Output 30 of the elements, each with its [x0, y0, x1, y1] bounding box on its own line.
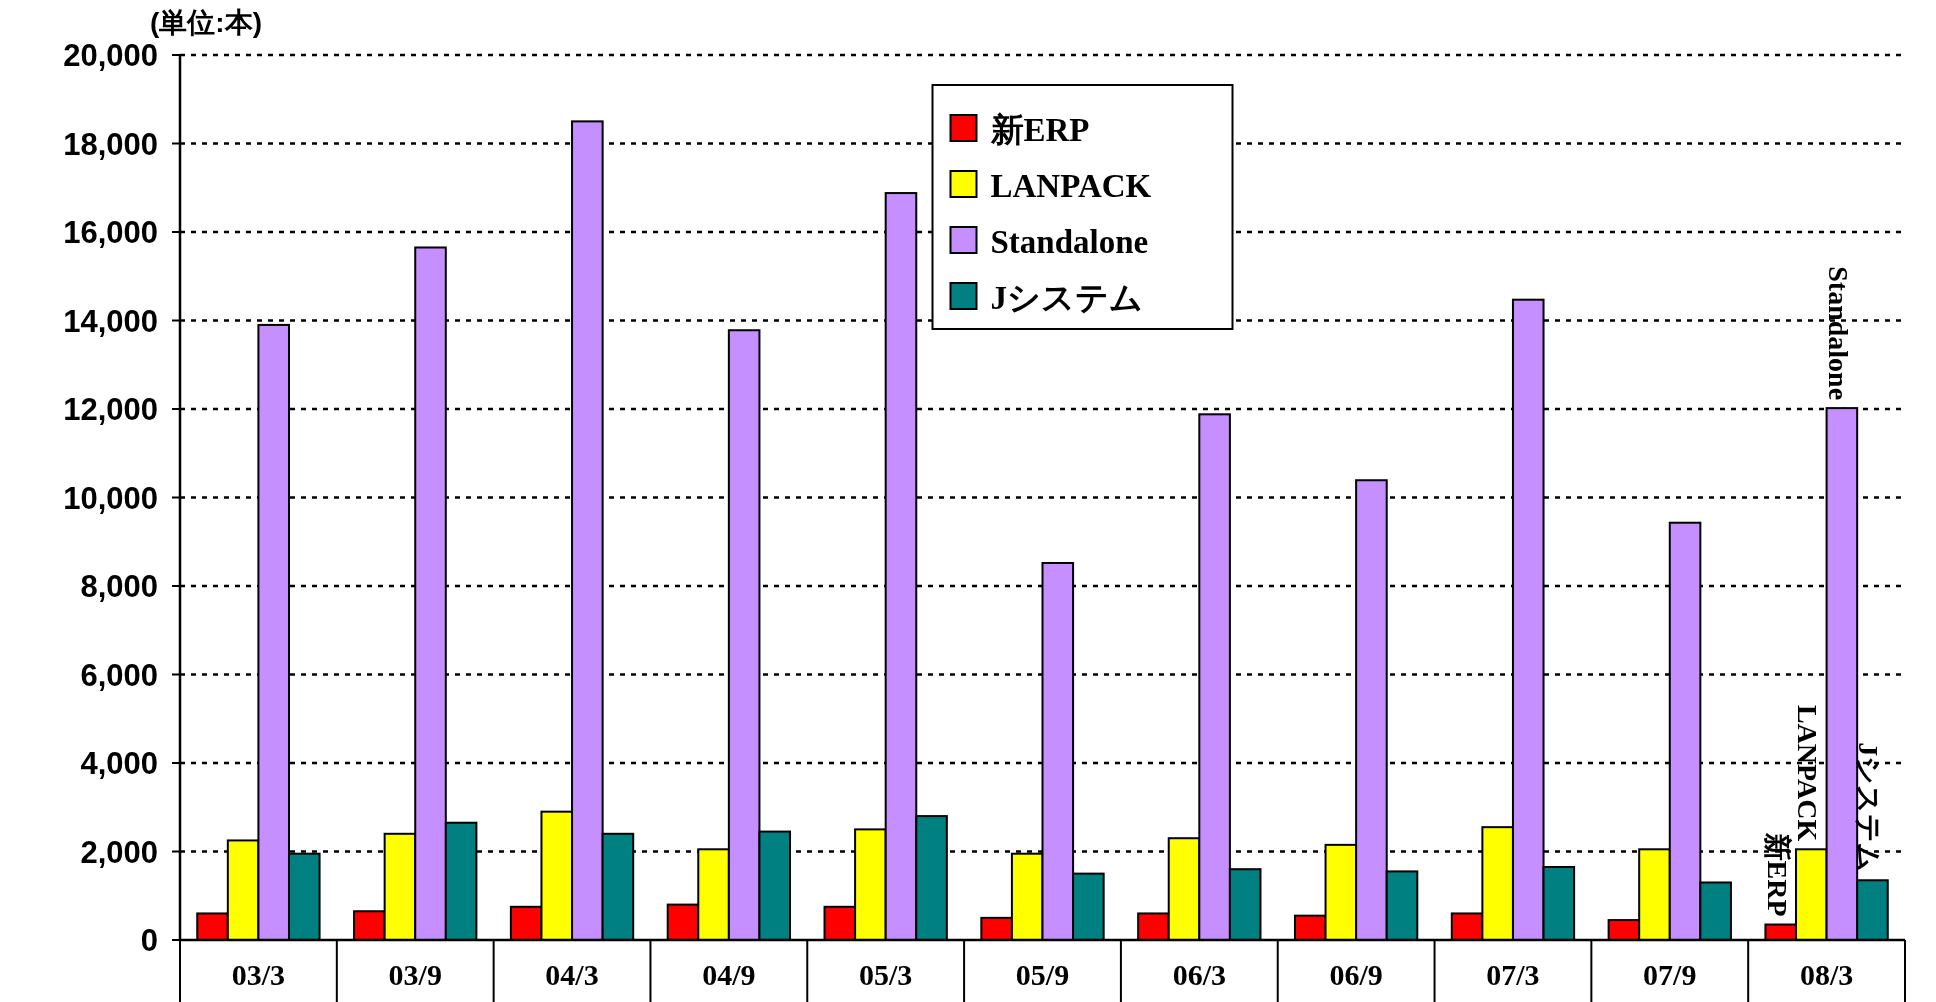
- x-tick-label: 04/3: [545, 958, 599, 991]
- y-tick-label: 2,000: [80, 834, 158, 870]
- text: LANPACK: [1792, 704, 1824, 842]
- y-tick-label: 16,000: [63, 215, 158, 250]
- x-tick-label: 05/3: [859, 958, 913, 991]
- y-tick-label: 10,000: [63, 480, 158, 516]
- x-tick-label: 06/3: [1172, 958, 1226, 991]
- x-tick-label: 08/3: [1799, 958, 1854, 991]
- y-tick-label: 12,000: [63, 392, 158, 427]
- y-tick-label: 6,000: [80, 657, 158, 693]
- y-tick-label: 18,000: [63, 126, 158, 162]
- x-tick-label: 07/3: [1486, 958, 1540, 991]
- y-axis-title: (単位:本): [150, 7, 262, 38]
- text: 新ERP: [1761, 832, 1793, 917]
- legend-label: Jシステム: [990, 280, 1143, 316]
- text: Standalone: [1822, 266, 1854, 401]
- x-tick-label: 06/9: [1329, 958, 1383, 991]
- legend-label: Standalone: [990, 224, 1149, 260]
- y-tick-label: 0: [140, 923, 158, 958]
- x-tick-label: 07/9: [1643, 958, 1697, 991]
- legend-label: LANPACK: [990, 168, 1152, 204]
- y-tick-label: 4,000: [80, 746, 158, 781]
- y-tick-label: 20,000: [63, 38, 158, 73]
- x-tick-label: 03/9: [388, 958, 442, 991]
- x-tick-label: 05/9: [1015, 958, 1070, 991]
- x-tick-label: 04/9: [702, 958, 756, 991]
- legend-label: 新ERP: [989, 112, 1090, 148]
- x-tick-label: 03/3: [231, 958, 286, 991]
- y-tick-label: 14,000: [63, 303, 158, 339]
- y-tick-label: 8,000: [80, 569, 158, 604]
